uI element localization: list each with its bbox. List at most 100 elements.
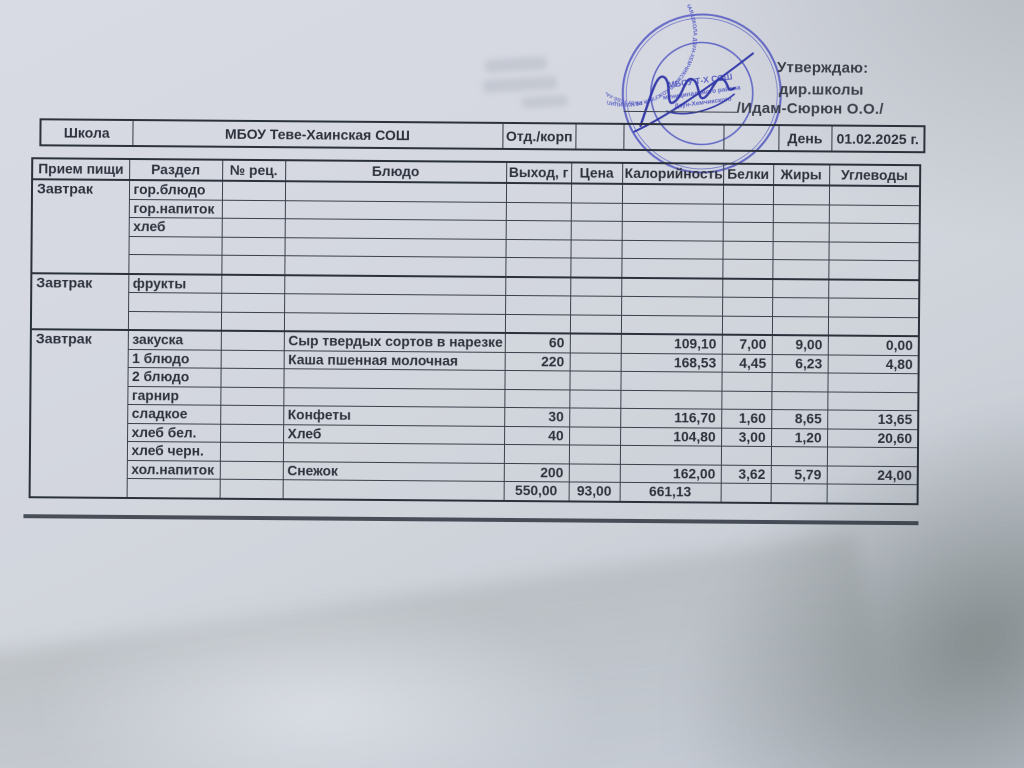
menu-cell: 30: [504, 407, 570, 427]
menu-cell: 6,23: [771, 354, 828, 373]
menu-cell: хлеб черн.: [126, 441, 221, 461]
total-cell: [720, 483, 771, 503]
approval-title: Утверждаю:: [776, 59, 869, 77]
menu-cell: 13,65: [827, 409, 919, 430]
menu-cell: [826, 446, 919, 467]
menu-cell: 1,20: [771, 428, 828, 447]
menu-cell: [721, 372, 772, 392]
menu-cell: [220, 386, 284, 406]
menu-table: Прием пищи Раздел № рец. Блюдо Выход, г Цена К…: [28, 157, 922, 505]
column-header: Прием пищи: [32, 158, 130, 180]
menu-cell: [220, 405, 284, 425]
menu-cell: [127, 310, 222, 331]
total-cell: [126, 478, 220, 499]
menu-cell: [282, 442, 505, 463]
svg-text:• МБОУ ТЕВЕ-ХАИНСКАЯ СОШ • ДЗУ: • МБОУ ТЕВЕ-ХАИНСКАЯ СОШ • ДЗУН-ХЕМЧИКСК…: [596, 0, 674, 113]
menu-cell: [570, 276, 622, 297]
menu-cell: 24,00: [826, 465, 918, 485]
menu-cell: [570, 220, 622, 240]
menu-cell: [570, 239, 622, 259]
menu-cell: [620, 389, 722, 410]
stamp-center-line1: МБОУ Т-Х СОШ: [667, 71, 733, 90]
menu-cell: 200: [503, 462, 569, 482]
menu-cell: [128, 254, 222, 275]
menu-cell: [568, 463, 620, 483]
menu-cell: 1,60: [721, 409, 772, 429]
menu-cell: [621, 296, 723, 316]
menu-cell: [828, 278, 920, 299]
signature-line: [623, 110, 738, 113]
menu-cell: [828, 204, 920, 224]
menu-cell: [221, 255, 285, 275]
menu-cell: [283, 368, 505, 389]
menu-cell: [771, 391, 828, 410]
menu-cell: [283, 312, 506, 333]
menu-cell: [504, 388, 570, 408]
day-label-cell: День: [778, 125, 832, 152]
menu-cell: [722, 222, 773, 242]
menu-cell: гор.блюдо: [128, 179, 223, 200]
menu-cell: 3,62: [720, 464, 771, 484]
total-cell: [770, 483, 827, 503]
stamp-outer-circle2: [625, 17, 778, 170]
menu-cell: Снежок: [282, 461, 504, 482]
menu-cell: [621, 239, 723, 260]
menu-cell: 4,80: [827, 354, 919, 374]
date-value-cell: 01.02.2025 г.: [831, 125, 925, 153]
menu-cell: 9,00: [771, 335, 828, 355]
column-header: Белки: [723, 163, 774, 186]
menu-cell: [284, 181, 507, 202]
column-header: Цена: [571, 162, 623, 184]
stamp-ring-text-top: МУНИЦИПАЛЬНОЕ БЮДЖЕТНОЕ ОБЩЕОБРАЗОВАТЕЛЬ…: [596, 0, 694, 116]
menu-cell: [770, 446, 828, 466]
menu-cell: [219, 442, 284, 462]
stamp-center-line3: Дзун-Хемчикского: [674, 96, 732, 111]
menu-cell: 220: [504, 351, 570, 371]
menu-cell: [221, 236, 285, 256]
total-cell: 93,00: [568, 481, 620, 502]
column-header: Калорийность: [622, 162, 724, 185]
menu-cell: [828, 241, 920, 261]
menu-cell: [284, 200, 506, 221]
menu-cell: [221, 199, 285, 219]
menu-cell: закуска: [127, 329, 221, 350]
column-header: Выход, г: [506, 161, 572, 184]
menu-cell: [570, 202, 622, 222]
menu-cell: [828, 297, 920, 318]
menu-cell: [620, 314, 723, 335]
menu-cell: [505, 257, 571, 277]
menu-cell: [569, 407, 621, 427]
menu-cell: 104,80: [620, 426, 722, 447]
menu-cell: [771, 316, 829, 336]
menu-cell: [570, 295, 622, 315]
menu-cell: Каша пшенная молочная: [283, 350, 505, 371]
column-header: Углеводы: [829, 164, 921, 187]
menu-cell: [505, 276, 571, 296]
menu-cell: хлеб бел.: [127, 422, 221, 443]
svg-text:МУНИЦИПАЛЬНОЕ БЮДЖЕТНОЕ ОБЩЕОБ: МУНИЦИПАЛЬНОЕ БЮДЖЕТНОЕ ОБЩЕОБРАЗОВАТЕЛЬ…: [596, 0, 707, 116]
column-header: Блюдо: [285, 160, 507, 183]
menu-cell: [772, 185, 830, 205]
menu-cell: 40: [504, 425, 570, 445]
meal-cell: Завтрак: [30, 272, 129, 330]
empty-cell: [575, 123, 624, 150]
menu-cell: [503, 444, 570, 464]
approval-role: дир.школы: [778, 81, 864, 99]
ink-bleed-smudge: [484, 56, 548, 73]
school-value-cell: МБОУ Теве-Хаинская СОШ: [132, 120, 503, 149]
menu-cell: [221, 180, 286, 201]
approval-name: /Идам-Сюрюн О.О./: [736, 99, 884, 118]
menu-cell: Хлеб: [283, 424, 505, 445]
menu-cell: Конфеты: [283, 405, 505, 426]
menu-cell: [772, 297, 829, 317]
menu-cell: [284, 218, 506, 239]
menu-cell: [504, 370, 570, 390]
menu-cell: [284, 274, 506, 296]
stamp-outer-circle: [621, 13, 782, 174]
menu-cell: [621, 221, 723, 241]
stamp-center-line2: муниципального района: [662, 83, 741, 101]
menu-cell: [128, 235, 222, 256]
menu-cell: [128, 292, 222, 312]
